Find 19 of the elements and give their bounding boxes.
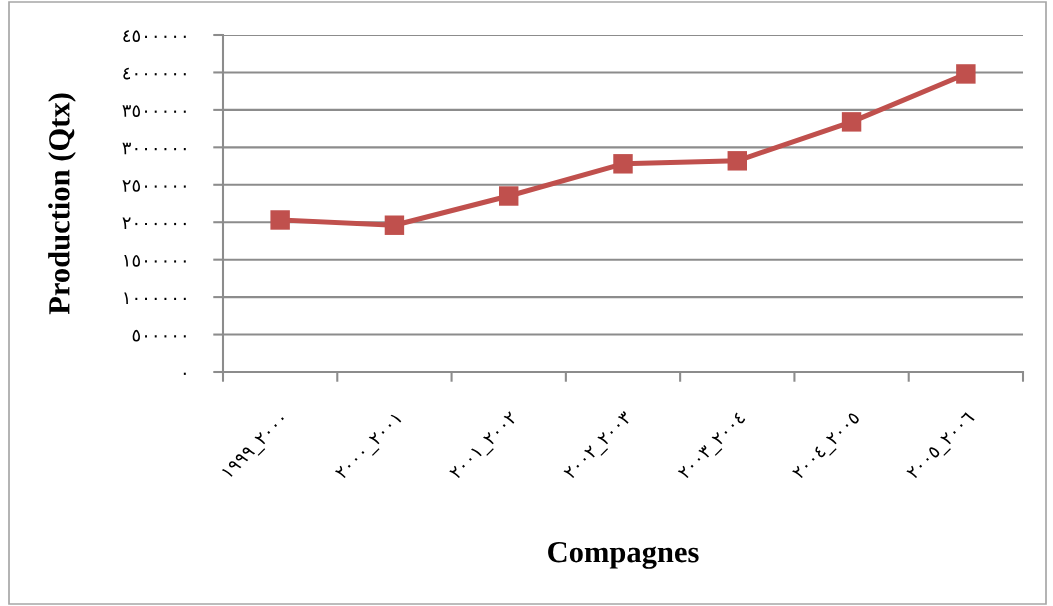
y-tick-label: ٣٠٠٠٠٠٠ — [122, 142, 186, 155]
point — [727, 151, 748, 171]
y-tick-label: ١٠٠٠٠٠٠ — [124, 292, 186, 304]
y-tick-label: ٣٥٠٠٠٠٠ — [122, 105, 186, 117]
y-tick-label: ٥٠٠٠٠٠ — [132, 329, 186, 342]
y-tick-label: ١٥٠٠٠٠٠ — [124, 254, 186, 267]
point — [841, 112, 862, 132]
point — [956, 64, 976, 84]
point — [613, 154, 633, 174]
y-tick-label: ٤٥٠٠٠٠٠ — [123, 30, 186, 43]
y-axis-title: Production (Qtx) — [48, 93, 76, 315]
point — [384, 215, 405, 235]
y-tick-label: ٢٠٠٠٠٠٠ — [122, 217, 186, 230]
x-axis-title: Compagnes — [548, 541, 699, 569]
y-tick-label: ٠ — [183, 372, 186, 375]
y-tick-label: ٢٥٠٠٠٠٠ — [122, 180, 186, 192]
point — [498, 186, 519, 206]
y-tick-label: ٤٠٠٠٠٠٠ — [123, 67, 186, 80]
point — [270, 210, 290, 230]
